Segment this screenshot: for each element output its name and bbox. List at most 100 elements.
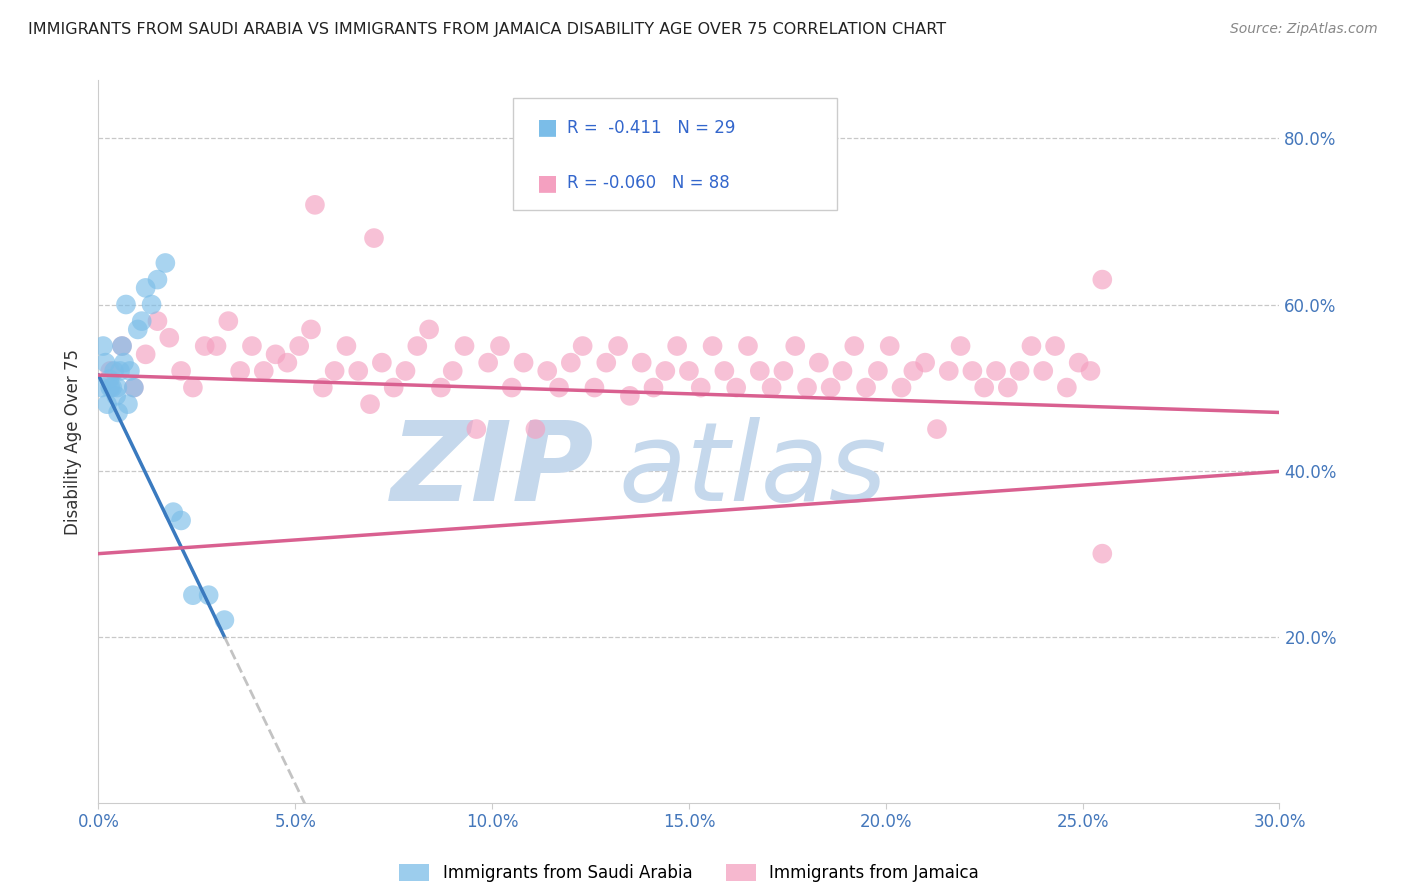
Point bbox=[831, 364, 853, 378]
Point bbox=[548, 380, 571, 394]
Point bbox=[441, 364, 464, 378]
Point bbox=[382, 380, 405, 394]
Point bbox=[108, 364, 131, 378]
Point bbox=[312, 380, 335, 394]
Point bbox=[122, 380, 145, 394]
Point bbox=[194, 339, 217, 353]
Point bbox=[135, 347, 157, 361]
Point bbox=[595, 356, 617, 370]
Point bbox=[1091, 272, 1114, 286]
Point bbox=[630, 356, 652, 370]
Point bbox=[1032, 364, 1054, 378]
Point bbox=[501, 380, 523, 394]
Point bbox=[938, 364, 960, 378]
Point bbox=[264, 347, 287, 361]
Point bbox=[890, 380, 912, 394]
Point bbox=[997, 380, 1019, 394]
Legend: Immigrants from Saudi Arabia, Immigrants from Jamaica: Immigrants from Saudi Arabia, Immigrants… bbox=[392, 857, 986, 888]
Point bbox=[135, 281, 157, 295]
Point bbox=[131, 314, 153, 328]
Point bbox=[914, 356, 936, 370]
Point bbox=[1021, 339, 1043, 353]
Text: ■: ■ bbox=[537, 118, 558, 137]
Point bbox=[560, 356, 582, 370]
Point bbox=[162, 505, 184, 519]
Point bbox=[973, 380, 995, 394]
Text: ■: ■ bbox=[537, 173, 558, 193]
Point bbox=[229, 364, 252, 378]
Point bbox=[170, 364, 193, 378]
Point bbox=[689, 380, 711, 394]
Point bbox=[512, 356, 534, 370]
Point bbox=[1008, 364, 1031, 378]
Point bbox=[879, 339, 901, 353]
Point bbox=[796, 380, 818, 394]
Point bbox=[170, 513, 193, 527]
Point bbox=[453, 339, 475, 353]
Point bbox=[371, 356, 394, 370]
Point bbox=[347, 364, 370, 378]
Point bbox=[127, 322, 149, 336]
Point bbox=[607, 339, 630, 353]
Point bbox=[363, 231, 385, 245]
Point bbox=[430, 380, 453, 394]
Point bbox=[571, 339, 593, 353]
Point bbox=[984, 364, 1007, 378]
Point bbox=[304, 198, 326, 212]
Point bbox=[105, 380, 128, 394]
Text: R =  -0.411   N = 29: R = -0.411 N = 29 bbox=[567, 119, 735, 136]
Point bbox=[702, 339, 724, 353]
Point bbox=[489, 339, 512, 353]
Point bbox=[111, 339, 134, 353]
Point bbox=[583, 380, 606, 394]
Point bbox=[477, 356, 499, 370]
Point bbox=[855, 380, 877, 394]
Text: IMMIGRANTS FROM SAUDI ARABIA VS IMMIGRANTS FROM JAMAICA DISABILITY AGE OVER 75 C: IMMIGRANTS FROM SAUDI ARABIA VS IMMIGRAN… bbox=[28, 22, 946, 37]
Point bbox=[101, 380, 124, 394]
Point bbox=[678, 364, 700, 378]
Point bbox=[122, 380, 145, 394]
Point bbox=[157, 331, 180, 345]
Point bbox=[91, 339, 114, 353]
Point bbox=[118, 364, 141, 378]
Point bbox=[524, 422, 547, 436]
Point bbox=[1080, 364, 1102, 378]
Point bbox=[103, 364, 125, 378]
Point bbox=[949, 339, 972, 353]
Text: Source: ZipAtlas.com: Source: ZipAtlas.com bbox=[1230, 22, 1378, 37]
Point bbox=[1043, 339, 1066, 353]
Point bbox=[748, 364, 770, 378]
Point bbox=[98, 380, 121, 394]
Point bbox=[98, 372, 121, 386]
Point bbox=[1067, 356, 1090, 370]
Point bbox=[807, 356, 830, 370]
Point bbox=[866, 364, 889, 378]
Point bbox=[844, 339, 866, 353]
Point bbox=[141, 297, 163, 311]
Point bbox=[359, 397, 381, 411]
Point bbox=[394, 364, 416, 378]
Point bbox=[96, 397, 118, 411]
Point bbox=[925, 422, 948, 436]
Point bbox=[98, 364, 121, 378]
Point bbox=[962, 364, 984, 378]
Point bbox=[181, 588, 204, 602]
Point bbox=[666, 339, 689, 353]
Point bbox=[146, 272, 169, 286]
Point bbox=[94, 356, 117, 370]
Point bbox=[713, 364, 735, 378]
Point bbox=[725, 380, 748, 394]
Point bbox=[299, 322, 322, 336]
Point bbox=[197, 588, 219, 602]
Point bbox=[112, 356, 135, 370]
Point bbox=[785, 339, 807, 353]
Point bbox=[772, 364, 794, 378]
Point bbox=[217, 314, 239, 328]
Point bbox=[619, 389, 641, 403]
Point bbox=[146, 314, 169, 328]
Text: R = -0.060   N = 88: R = -0.060 N = 88 bbox=[567, 174, 730, 192]
Point bbox=[737, 339, 759, 353]
Point bbox=[240, 339, 263, 353]
Point bbox=[820, 380, 842, 394]
Point bbox=[335, 339, 357, 353]
